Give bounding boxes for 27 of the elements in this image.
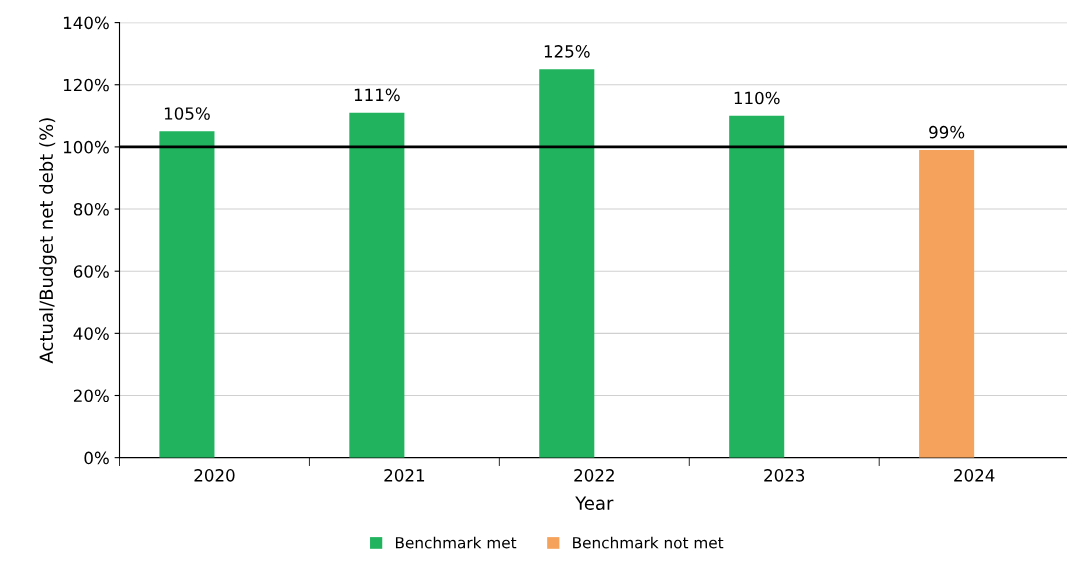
bar <box>919 150 975 458</box>
data-label: 110% <box>734 91 780 105</box>
x-axis-title: Year <box>575 496 614 510</box>
y-tick-label: 140% <box>63 16 109 30</box>
legend-label: Benchmark met <box>395 536 517 549</box>
x-tick-label: 2024 <box>954 469 995 482</box>
y-tick-label: 80% <box>73 203 109 216</box>
y-tick-label: 20% <box>73 389 109 403</box>
y-tick-label: 0% <box>84 451 109 465</box>
bar <box>349 112 405 458</box>
data-label: 105% <box>164 107 210 120</box>
x-tick-label: 2023 <box>764 469 805 482</box>
y-tick-label: 40% <box>73 327 109 340</box>
x-tick-label: 2022 <box>574 469 614 482</box>
x-tick-label: 2021 <box>384 469 425 482</box>
y-tick-label: 60% <box>73 265 109 278</box>
bar <box>539 69 595 458</box>
data-label: 99% <box>929 125 965 139</box>
y-tick-label: 100% <box>63 140 109 154</box>
y-tick-label: 120% <box>63 78 109 92</box>
data-label: 125% <box>544 45 590 58</box>
bar <box>729 115 785 458</box>
data-label: 111% <box>354 88 400 102</box>
y-axis-title: Actual/Budget net debt (%) <box>39 118 57 364</box>
legend-label: Benchmark not met <box>573 536 724 549</box>
x-tick-label: 2020 <box>194 469 235 482</box>
bar <box>159 131 215 458</box>
